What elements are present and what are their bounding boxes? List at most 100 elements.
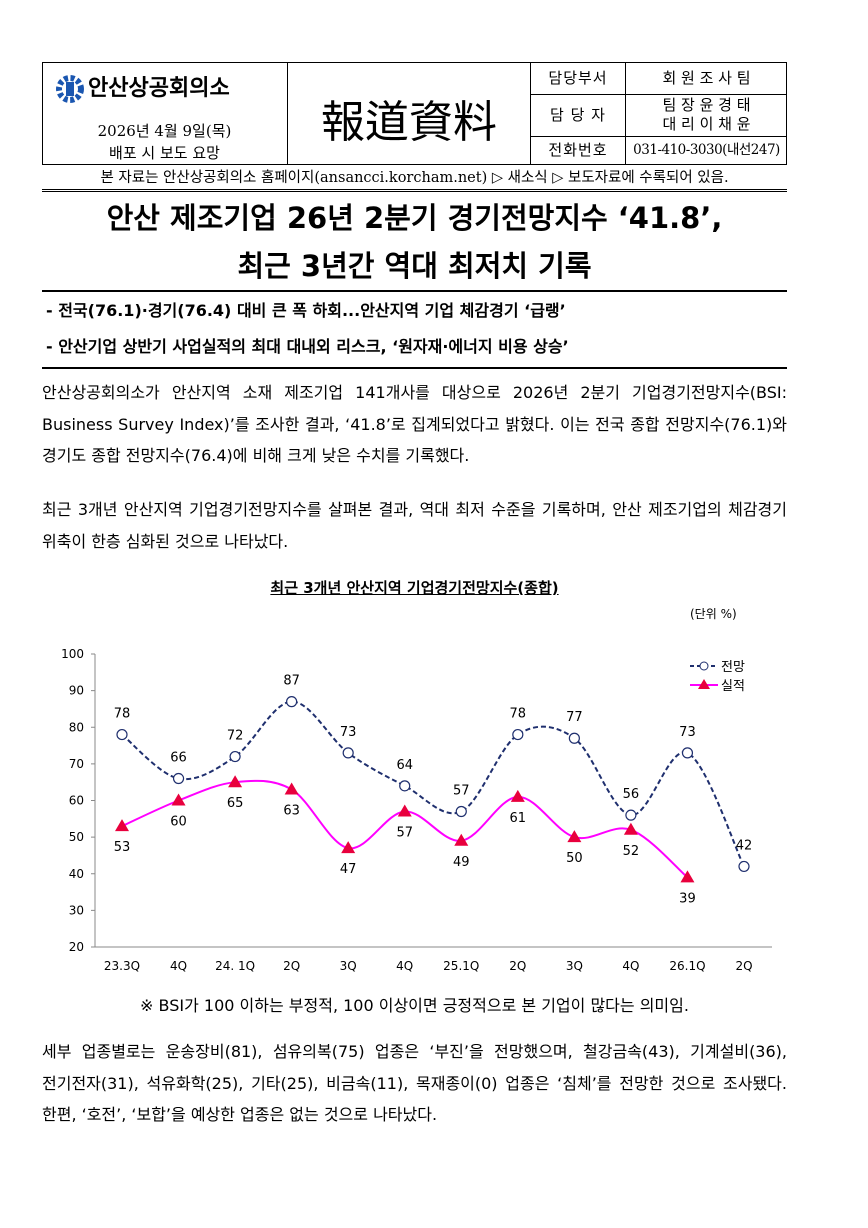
data-point	[512, 728, 524, 741]
subpoint: - 안산기업 상반기 사업실적의 최대 대내외 리스크, ‘원자재·에너지 비용…	[46, 337, 569, 356]
data-label: 52	[623, 844, 640, 859]
x-tick-label: 24. 1Q	[215, 959, 255, 973]
headline: 안산 제조기업 26년 2분기 경기전망지수 ‘41.8’, 최근 3년간 역대…	[42, 194, 787, 290]
x-tick-label: 4Q	[170, 959, 187, 973]
data-point	[625, 809, 637, 821]
divider	[530, 62, 531, 165]
notice: 본 자료는 안산상공회의소 홈페이지(ansancci.korcham.net)…	[42, 166, 787, 192]
headline-line: 최근 3년간 역대 최저치 기록	[237, 249, 592, 283]
data-point	[171, 793, 186, 806]
header-box	[42, 62, 787, 165]
contact-value: 031-410-3030(내선247)	[626, 136, 787, 165]
contact-value: 회 원 조 사 팀	[626, 62, 787, 94]
data-label: 50	[566, 851, 583, 866]
data-label: 72	[227, 729, 244, 744]
y-tick-label: 60	[69, 794, 84, 808]
release: 배포 시 보도 요망	[109, 144, 220, 162]
divider	[530, 136, 787, 137]
x-tick-label: 2Q	[509, 959, 526, 973]
data-point	[115, 819, 129, 832]
data-point	[342, 747, 354, 759]
logo-text: 안산상공회의소	[88, 76, 230, 101]
footnote: ※ BSI가 100 이하는 부정적, 100 이상이면 긍정적으로 본 기업이…	[140, 996, 689, 1015]
data-point	[116, 728, 128, 741]
data-point	[284, 782, 299, 795]
y-tick-label: 70	[69, 757, 84, 771]
data-label: 47	[340, 862, 357, 877]
subpoint: - 전국(76.1)·경기(76.4) 대비 큰 폭 하회...안산지역 기업 …	[46, 301, 566, 320]
series-line	[121, 700, 745, 867]
date: 2026년 4월 9일(목)	[97, 122, 232, 140]
data-label: 61	[510, 811, 527, 826]
data-label: 65	[227, 796, 244, 811]
data-point	[623, 822, 638, 835]
data-label: 42	[736, 838, 753, 853]
contact-label: 담당부서	[548, 68, 608, 87]
contact-line: 팀 장 윤 경 태	[662, 96, 751, 114]
rule	[42, 290, 787, 292]
data-label: 39	[679, 891, 696, 906]
data-label: 66	[170, 751, 187, 766]
data-point	[286, 696, 298, 708]
paragraph: 안산상공회의소가 안산지역 소재 제조기업 141개사를 대상으로 2026년 …	[42, 383, 787, 465]
legend-marker	[698, 679, 710, 689]
y-tick-label: 100	[61, 647, 84, 661]
data-point	[228, 775, 243, 788]
x-tick-label: 2Q	[283, 959, 300, 973]
x-tick-label: 3Q	[566, 959, 583, 973]
legend-marker	[699, 661, 709, 671]
data-label: 57	[453, 783, 470, 798]
data-label: 64	[396, 758, 413, 773]
data-point	[568, 732, 580, 744]
data-label: 49	[453, 855, 470, 870]
data-label: 60	[170, 815, 187, 830]
y-tick-label: 90	[69, 684, 84, 698]
paragraph: 세부 업종별로는 운송장비(81), 섬유의복(75) 업종은 ‘부진’을 전망…	[42, 1042, 787, 1124]
data-point	[172, 772, 185, 785]
data-label: 73	[679, 725, 696, 740]
contact-line: 대 리 이 채 윤	[662, 115, 751, 133]
divider	[530, 94, 787, 95]
divider	[625, 62, 626, 165]
data-label: 53	[114, 840, 131, 855]
data-point	[341, 841, 356, 854]
data-point	[399, 780, 411, 792]
x-tick-label: 2Q	[735, 959, 752, 973]
divider	[287, 62, 288, 165]
data-label: 73	[340, 725, 357, 740]
data-label: 57	[396, 825, 413, 840]
x-tick-label: 25.1Q	[443, 959, 479, 973]
x-tick-label: 26.1Q	[669, 959, 705, 973]
x-tick-label: 23.3Q	[104, 959, 140, 973]
data-point	[738, 860, 750, 873]
data-label: 78	[114, 707, 131, 722]
subpoints: - 전국(76.1)·경기(76.4) 대비 큰 폭 하회...안산지역 기업 …	[46, 293, 786, 365]
data-label: 56	[623, 787, 640, 802]
contact-label: 전화번호	[548, 141, 608, 159]
x-tick-label: 4Q	[396, 959, 413, 973]
y-tick-label: 80	[69, 720, 84, 734]
data-point	[229, 750, 241, 763]
doc-title: 報道資料	[321, 97, 497, 148]
legend-label: 실적	[721, 679, 745, 694]
data-point	[681, 747, 694, 759]
data-label: 87	[283, 674, 300, 689]
y-tick-label: 20	[69, 940, 84, 954]
data-label: 78	[510, 707, 527, 722]
data-point	[680, 870, 695, 883]
rule	[42, 367, 787, 369]
data-point	[510, 789, 525, 802]
y-tick-label: 50	[69, 830, 84, 844]
y-tick-label: 30	[69, 903, 84, 917]
logo-icon	[56, 75, 84, 103]
contact-line: 031-410-3030(내선247)	[633, 142, 780, 158]
data-point	[454, 833, 469, 846]
contact-label: 담 당 자	[550, 105, 606, 124]
data-label: 77	[566, 710, 583, 725]
data-point	[397, 804, 412, 817]
chart: 20 30 40 50 60 70 80 90 100 23.3Q 4Q 24. 1Q 2Q 3Q 4Q 25…	[61, 647, 772, 973]
x-tick-label: 4Q	[622, 959, 639, 973]
chart-unit: (단위 %)	[690, 607, 737, 621]
